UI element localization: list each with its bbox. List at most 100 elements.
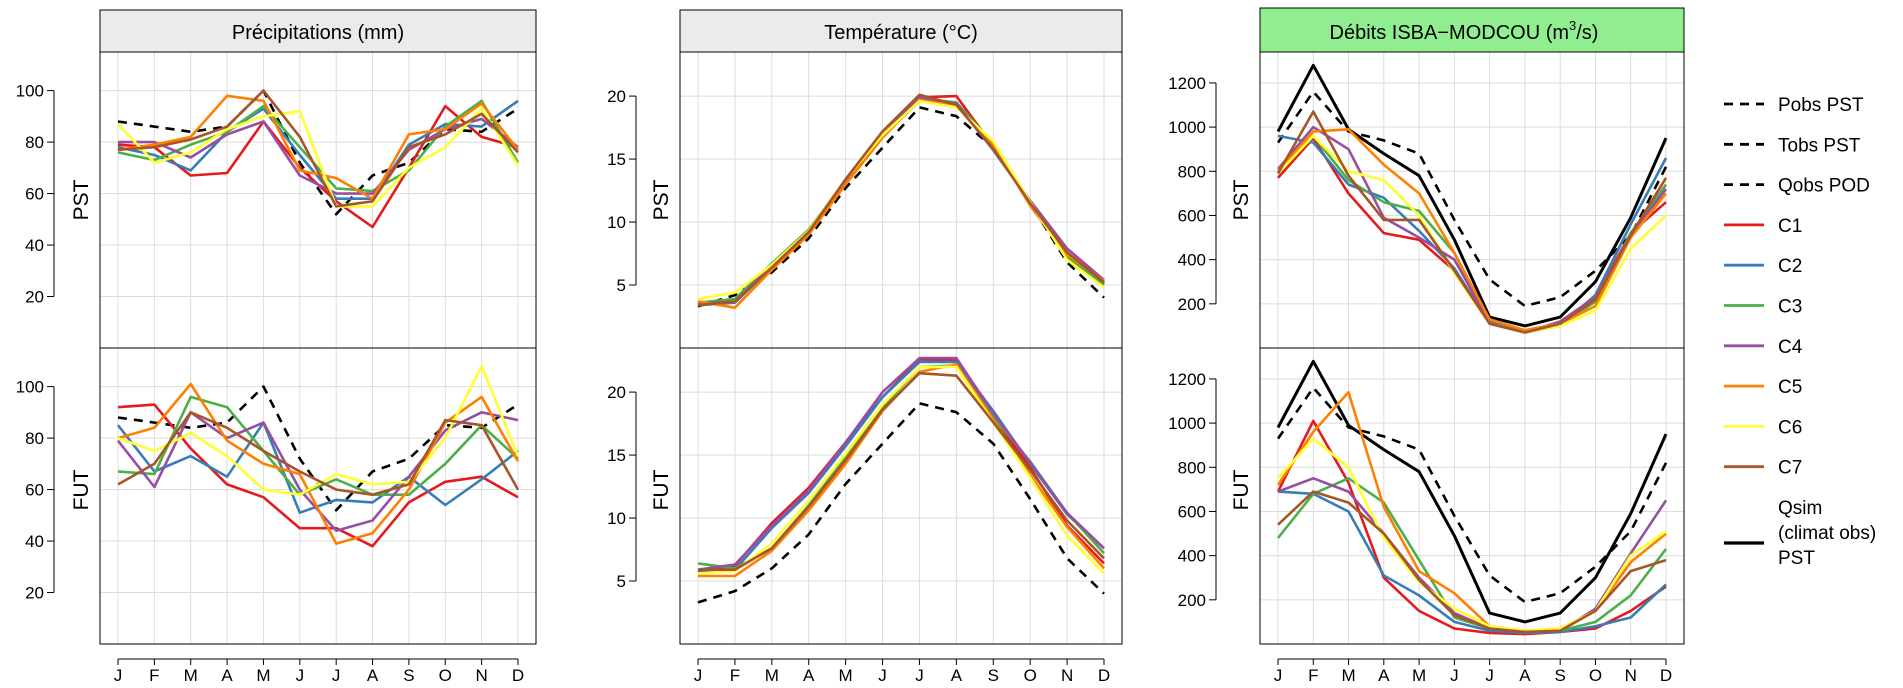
series-line-c3	[117, 99, 520, 193]
title-debits: Débits ISBA−MODCOU (m3/s)	[1330, 18, 1599, 44]
x-tick-label: M	[256, 666, 270, 683]
legend: Pobs PST Tobs PST Qobs POD C1 C2 C3 C4 C5 C6 C7 Qs…	[1724, 95, 1876, 569]
header-debits	[1259, 7, 1685, 53]
header-temp	[679, 9, 1123, 53]
y-tick-label: 15	[607, 150, 626, 169]
series-line-c5	[117, 382, 520, 545]
panel-debits-pst: 200 400 600 800 1000 1200	[1168, 51, 1685, 349]
x-tick-label: D	[1098, 666, 1110, 683]
x-tick-label: F	[1308, 666, 1318, 683]
y-tick-label: 20	[25, 288, 44, 307]
y-tick-label: 15	[607, 446, 626, 465]
series-line-c6	[117, 107, 520, 208]
title-debits-unit: /s)	[1576, 22, 1598, 44]
y-tick-label: 20	[607, 87, 626, 106]
y-tick-label: 400	[1178, 251, 1206, 270]
y-tick-label: 5	[617, 276, 626, 295]
y-tick-label: 800	[1178, 162, 1206, 181]
series-line-c7	[1276, 110, 1668, 334]
x-tick-label: M	[1341, 666, 1355, 683]
panel-frame	[679, 347, 1123, 645]
legend-label: C3	[1778, 297, 1802, 318]
y-tick-label: 40	[25, 236, 44, 255]
x-tick-label: A	[221, 666, 233, 683]
panel-frame	[99, 51, 537, 349]
plots-layer: 2040608010051015202004006008001000120020…	[16, 51, 1685, 685]
x-tick-label: J	[296, 666, 305, 683]
title-precip: Précipitations (mm)	[232, 22, 404, 44]
x-tick-label: M	[184, 666, 198, 683]
x-tick-label: A	[803, 666, 815, 683]
y-tick-label: 20	[25, 584, 44, 603]
series-line-c1	[117, 403, 519, 548]
legend-label-line3: PST	[1778, 548, 1815, 569]
y-tick-label: 60	[25, 481, 44, 500]
y-tick-label: 10	[607, 509, 626, 528]
row-label-fut-1: FUT	[70, 469, 93, 510]
y-tick-label: 200	[1178, 295, 1206, 314]
legend-item-c4: C4	[1724, 337, 1803, 358]
x-tick-label: M	[765, 666, 779, 683]
series-line-qsim-climat-obs-pst	[1276, 359, 1668, 624]
series-line-c1	[1276, 419, 1667, 636]
x-tick-label: A	[367, 666, 379, 683]
series-line-qobs-pod	[1276, 90, 1668, 308]
series-line-c7	[117, 89, 519, 208]
y-tick-label: 100	[16, 378, 44, 397]
title-temp: Température (°C)	[824, 22, 978, 44]
y-tick-label: 1200	[1168, 74, 1206, 93]
panel-temp-fut: 5 10 15 20 J F M A M J J A S O N D	[607, 347, 1123, 685]
series-line-c3	[117, 395, 519, 497]
y-tick-label: 600	[1178, 206, 1206, 225]
series-line-c6	[697, 99, 1105, 301]
x-tick-label: J	[114, 666, 123, 683]
series-line-c7	[698, 371, 1105, 572]
legend-item-qobs-pod: Qobs POD	[1724, 176, 1870, 197]
y-tick-label: 600	[1178, 502, 1206, 521]
series-line-qsim-climat-obs-pst	[1276, 63, 1668, 328]
x-tick-label: J	[1274, 666, 1283, 683]
legend-label: C5	[1778, 377, 1802, 398]
title-debits-main: Débits ISBA−MODCOU (m	[1330, 22, 1569, 44]
row-label-fut-2: FUT	[650, 469, 673, 510]
x-tick-label: N	[1061, 666, 1073, 683]
legend-label: C1	[1778, 216, 1802, 237]
legend-label: C7	[1778, 458, 1802, 479]
legend-label: Pobs PST	[1778, 95, 1864, 116]
panel-temp-pst: 5 10 15 20	[607, 51, 1123, 349]
series-line-c7	[1277, 490, 1667, 634]
panel-debits-fut: 200 400 600 800 1000 1200 J F M A M J J A S O N D	[1168, 347, 1685, 685]
series-line-c6	[1277, 437, 1667, 633]
legend-label: Tobs PST	[1778, 135, 1861, 156]
x-tick-label: O	[1024, 666, 1037, 683]
row-label-pst-1: PST	[70, 179, 93, 220]
row-label-pst-2: PST	[650, 179, 673, 220]
series-line-c7	[697, 93, 1105, 307]
x-tick-label: D	[512, 666, 524, 683]
legend-label: Qobs POD	[1778, 176, 1870, 197]
legend-label: C4	[1778, 337, 1803, 358]
y-tick-label: 10	[607, 213, 626, 232]
legend-item-c5: C5	[1724, 377, 1802, 398]
series-line-c1	[1277, 136, 1667, 332]
x-tick-label: A	[1519, 666, 1531, 683]
series-line-c5	[1277, 128, 1668, 332]
row-label-pst-3: PST	[1230, 179, 1253, 220]
y-tick-label: 40	[25, 532, 44, 551]
series-line-c7	[117, 410, 520, 497]
series-line-qobs-pod	[1276, 386, 1668, 604]
title-debits-exp: 3	[1569, 18, 1576, 33]
x-tick-label: O	[439, 666, 452, 683]
header-precip	[99, 9, 537, 53]
y-tick-label: 800	[1178, 458, 1206, 477]
x-tick-label: J	[1450, 666, 1459, 683]
series-line-c4	[697, 356, 1105, 571]
y-tick-label: 100	[16, 82, 44, 101]
legend-label-line2: (climat obs)	[1778, 523, 1876, 544]
legend-label: C2	[1778, 256, 1802, 277]
series-line-tobs-pst	[697, 402, 1105, 604]
y-tick-label: 5	[617, 572, 626, 591]
legend-label: C6	[1778, 417, 1802, 438]
x-tick-label: A	[951, 666, 963, 683]
x-tick-label: J	[878, 666, 887, 683]
